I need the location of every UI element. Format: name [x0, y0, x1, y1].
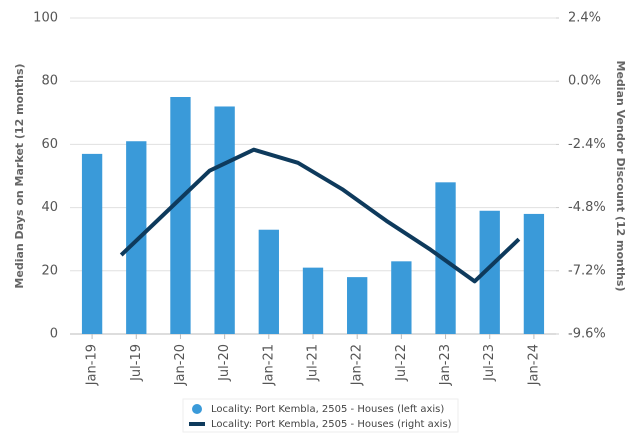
bar [347, 277, 368, 334]
y-tick-label: 0 [50, 327, 58, 342]
bar [126, 141, 147, 334]
bar [523, 213, 545, 334]
bar [302, 267, 324, 334]
x-tick-label: Jul-21 [306, 344, 321, 382]
x-tick-label: Jan-20 [173, 344, 188, 386]
line [119, 147, 521, 284]
y2-tick-label: -7.2% [568, 263, 606, 278]
x-tick-label: Jan-19 [85, 344, 100, 386]
x-tick-label: Jul-20 [217, 344, 232, 382]
bar [214, 106, 235, 334]
y2-tick-label: -2.4% [568, 137, 606, 152]
x-tick-label: Jul-23 [482, 344, 497, 382]
y-tick-label: 60 [41, 137, 58, 152]
y2-tick-label: 0.0% [568, 74, 601, 89]
y2-tick-label: -4.8% [568, 200, 606, 215]
bar [81, 153, 103, 334]
x-tick-label: Jul-22 [394, 344, 409, 382]
y-tick-label: 20 [41, 263, 58, 278]
bar [170, 97, 191, 334]
y2-tick-label: -9.6% [568, 327, 606, 342]
x-tick-label: Jan-24 [526, 344, 541, 386]
bar [479, 210, 500, 334]
bar [391, 261, 412, 334]
bar [258, 229, 279, 334]
y-tick-label: 80 [41, 74, 58, 89]
y2-axis-title: Median Vendor Discount (12 months) [614, 61, 627, 292]
y-axis-title: Median Days on Market (12 months) [13, 63, 26, 288]
y2-tick-label: 2.4% [568, 11, 601, 26]
x-tick-label: Jan-22 [350, 344, 365, 386]
x-tick-label: Jan-21 [261, 344, 276, 386]
legend-text: Locality: Port Kembla, 2505 - Houses (le… [211, 404, 444, 415]
y-tick-label: 40 [41, 200, 58, 215]
legend-box [182, 398, 459, 433]
x-tick-label: Jul-19 [129, 344, 144, 382]
legend-text: Locality: Port Kembla, 2505 - Houses (ri… [211, 419, 452, 430]
legend-swatch [192, 404, 202, 414]
x-tick-label: Jan-23 [438, 344, 453, 386]
y-tick-label: 100 [33, 11, 58, 26]
